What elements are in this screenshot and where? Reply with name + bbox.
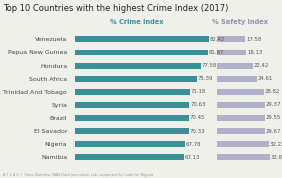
Text: % Crime Index: % Crime Index — [110, 19, 163, 25]
Text: 81.87: 81.87 — [208, 50, 224, 55]
Text: 77.58: 77.58 — [201, 63, 217, 68]
Text: 28.82: 28.82 — [264, 89, 279, 94]
Text: 29.67: 29.67 — [266, 129, 281, 134]
Bar — [75, 76, 197, 82]
Text: 32.22: 32.22 — [270, 142, 282, 147]
Bar — [217, 115, 265, 121]
Text: 71.18: 71.18 — [191, 89, 206, 94]
Bar — [217, 141, 269, 147]
Text: 70.33: 70.33 — [190, 129, 205, 134]
Text: 70.45: 70.45 — [190, 116, 205, 121]
Bar — [217, 76, 257, 82]
Text: 29.37: 29.37 — [265, 102, 281, 107]
Text: 24.61: 24.61 — [257, 76, 273, 81]
Text: 75.39: 75.39 — [198, 76, 213, 81]
Bar — [75, 63, 201, 69]
Text: 67.13: 67.13 — [184, 155, 200, 160]
Bar — [75, 141, 185, 147]
Text: 82.42: 82.42 — [209, 37, 224, 42]
Bar — [217, 49, 246, 55]
Text: 18.13: 18.13 — [247, 50, 262, 55]
Bar — [217, 89, 264, 95]
Text: 17.58: 17.58 — [246, 37, 261, 42]
Bar — [75, 36, 209, 42]
Bar — [75, 49, 208, 55]
Text: 70.63: 70.63 — [190, 102, 206, 107]
Bar — [75, 102, 190, 108]
Text: 29.55: 29.55 — [266, 116, 281, 121]
Bar — [75, 89, 190, 95]
Bar — [217, 63, 253, 69]
Bar — [217, 154, 270, 160]
Bar — [217, 36, 245, 42]
Text: 67.78: 67.78 — [186, 142, 201, 147]
Bar — [217, 128, 265, 134]
Bar — [75, 115, 189, 121]
Text: 32.87: 32.87 — [271, 155, 282, 160]
Bar — [75, 154, 184, 160]
Text: 22.42: 22.42 — [254, 63, 269, 68]
Bar — [217, 102, 265, 108]
Text: A T L A S  |  Data: Numbeo, NAN Data Journalism Lab, supported by Code for Niger: A T L A S | Data: Numbeo, NAN Data Journ… — [3, 173, 153, 177]
Text: Top 10 Countries with the highest Crime Index (2017): Top 10 Countries with the highest Crime … — [3, 4, 228, 13]
Bar — [75, 128, 189, 134]
Text: % Safety Index: % Safety Index — [212, 19, 268, 25]
